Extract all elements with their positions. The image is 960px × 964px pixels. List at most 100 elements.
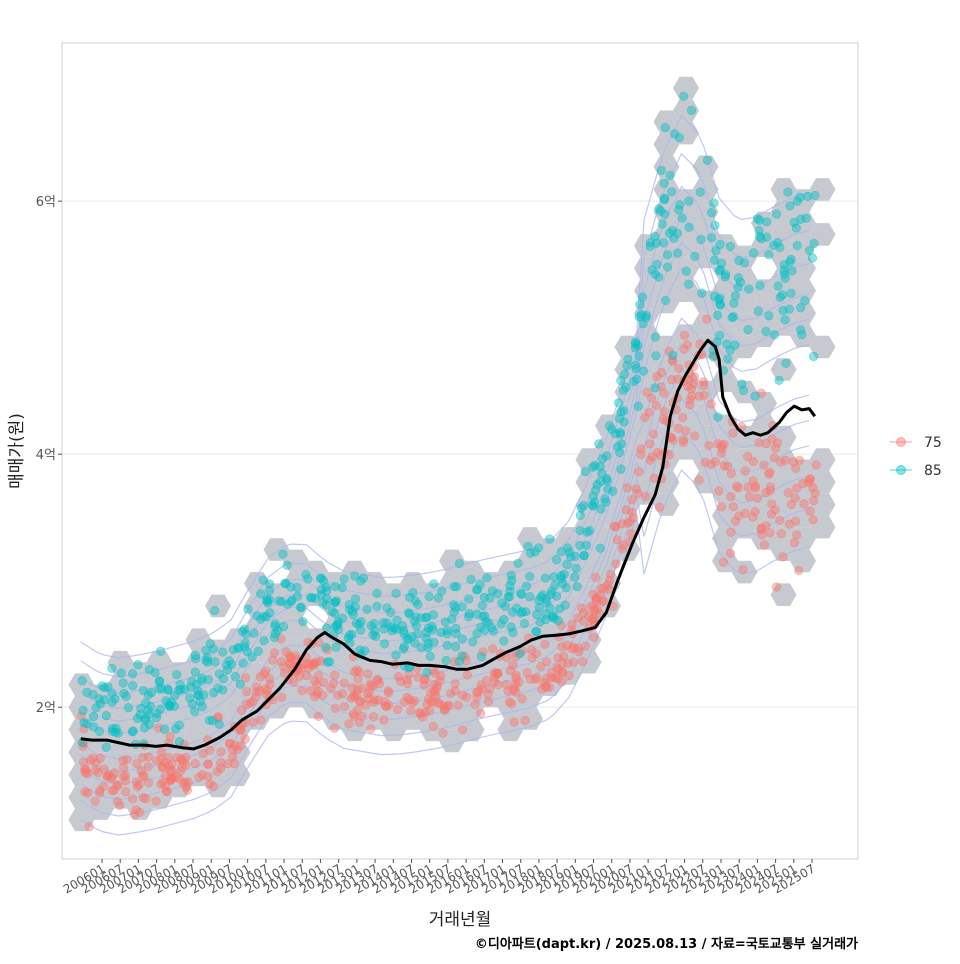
data-point-75 bbox=[651, 400, 662, 411]
data-point-75 bbox=[683, 381, 693, 392]
data-point-85 bbox=[214, 719, 224, 729]
data-point-75 bbox=[756, 388, 766, 398]
density-contour bbox=[80, 317, 810, 760]
hexbin-cell bbox=[146, 786, 173, 809]
data-point-85 bbox=[613, 398, 624, 408]
hexbin-cell bbox=[419, 583, 446, 606]
data-point-75 bbox=[118, 762, 129, 773]
data-point-75 bbox=[458, 690, 468, 701]
data-point-85 bbox=[657, 219, 667, 229]
data-point-85 bbox=[118, 678, 128, 688]
data-point-75 bbox=[770, 443, 781, 453]
data-point-75 bbox=[772, 438, 783, 448]
data-point-85 bbox=[571, 563, 581, 574]
data-point-85 bbox=[619, 369, 630, 380]
data-point-85 bbox=[190, 667, 200, 677]
data-point-85 bbox=[737, 379, 747, 389]
data-point-85 bbox=[163, 685, 173, 695]
data-point-75 bbox=[364, 687, 375, 697]
data-point-85 bbox=[508, 627, 518, 638]
data-point-75 bbox=[93, 767, 103, 778]
data-point-85 bbox=[356, 625, 366, 635]
data-point-85 bbox=[621, 382, 631, 393]
data-point-85 bbox=[191, 654, 201, 664]
data-point-85 bbox=[322, 593, 332, 604]
hexbin-cell bbox=[634, 437, 660, 460]
hexbin-cell bbox=[731, 425, 758, 449]
data-point-85 bbox=[358, 573, 369, 583]
hexbin-cell bbox=[107, 695, 134, 719]
data-point-75 bbox=[740, 466, 750, 476]
data-point-75 bbox=[759, 540, 769, 550]
data-point-75 bbox=[556, 620, 566, 630]
hexbin-cell bbox=[361, 594, 387, 618]
data-point-85 bbox=[351, 594, 361, 604]
data-point-85 bbox=[559, 569, 569, 579]
data-point-75 bbox=[228, 752, 238, 762]
data-point-75 bbox=[586, 601, 596, 611]
hexbin-cell bbox=[731, 335, 758, 359]
density-contour bbox=[80, 152, 810, 678]
data-point-85 bbox=[457, 602, 467, 612]
data-point-85 bbox=[165, 701, 175, 712]
hexbin-cell bbox=[497, 583, 524, 606]
data-point-85 bbox=[579, 551, 589, 561]
data-point-85 bbox=[548, 611, 558, 621]
data-point-85 bbox=[744, 284, 754, 294]
data-point-85 bbox=[356, 616, 366, 627]
data-point-85 bbox=[614, 413, 625, 424]
data-point-75 bbox=[522, 667, 532, 678]
hexbin-cell bbox=[790, 234, 816, 257]
data-point-85 bbox=[686, 105, 697, 115]
data-point-85 bbox=[175, 679, 185, 690]
data-point-75 bbox=[645, 439, 655, 449]
data-point-75 bbox=[326, 683, 336, 693]
data-point-85 bbox=[715, 299, 725, 310]
data-point-85 bbox=[709, 198, 719, 208]
data-point-75 bbox=[216, 763, 226, 773]
hexbin-cell bbox=[361, 617, 387, 640]
data-point-75 bbox=[485, 684, 495, 694]
data-point-85 bbox=[224, 656, 234, 666]
hexbin-cell bbox=[107, 786, 134, 809]
data-point-75 bbox=[167, 759, 177, 769]
data-point-85 bbox=[554, 604, 565, 614]
median-line bbox=[80, 338, 817, 751]
data-point-85 bbox=[187, 676, 197, 686]
data-point-75 bbox=[493, 680, 503, 690]
hexbin-cell bbox=[653, 245, 680, 269]
hexbin-cell bbox=[575, 470, 602, 494]
data-point-85 bbox=[778, 306, 788, 316]
data-point-85 bbox=[525, 571, 535, 582]
data-point-85 bbox=[476, 651, 487, 662]
data-point-75 bbox=[514, 677, 524, 687]
data-point-75 bbox=[685, 400, 695, 410]
data-point-75 bbox=[647, 452, 657, 462]
data-point-75 bbox=[744, 492, 755, 502]
hexbin-cell bbox=[653, 200, 680, 224]
data-point-85 bbox=[720, 270, 731, 280]
data-point-85 bbox=[497, 598, 507, 608]
data-point-75 bbox=[579, 608, 589, 618]
data-point-85 bbox=[797, 330, 807, 340]
data-point-75 bbox=[682, 340, 693, 350]
data-point-85 bbox=[580, 467, 591, 477]
data-point-85 bbox=[392, 624, 402, 634]
data-point-75 bbox=[470, 699, 480, 710]
hexbin-cell bbox=[653, 493, 680, 516]
data-point-75 bbox=[394, 671, 404, 682]
hexbin-cell bbox=[770, 268, 797, 291]
hexbin-cell bbox=[653, 110, 680, 134]
data-point-85 bbox=[616, 407, 626, 417]
data-point-75 bbox=[489, 672, 500, 682]
data-point-85 bbox=[584, 526, 595, 536]
data-point-85 bbox=[298, 616, 308, 627]
data-point-85 bbox=[442, 625, 452, 636]
data-point-75 bbox=[569, 657, 579, 667]
data-point-75 bbox=[636, 444, 646, 454]
data-point-75 bbox=[493, 668, 503, 679]
data-point-85 bbox=[796, 303, 806, 313]
data-point-85 bbox=[240, 638, 250, 648]
data-point-85 bbox=[337, 582, 347, 593]
hexbin-cell bbox=[770, 493, 797, 516]
